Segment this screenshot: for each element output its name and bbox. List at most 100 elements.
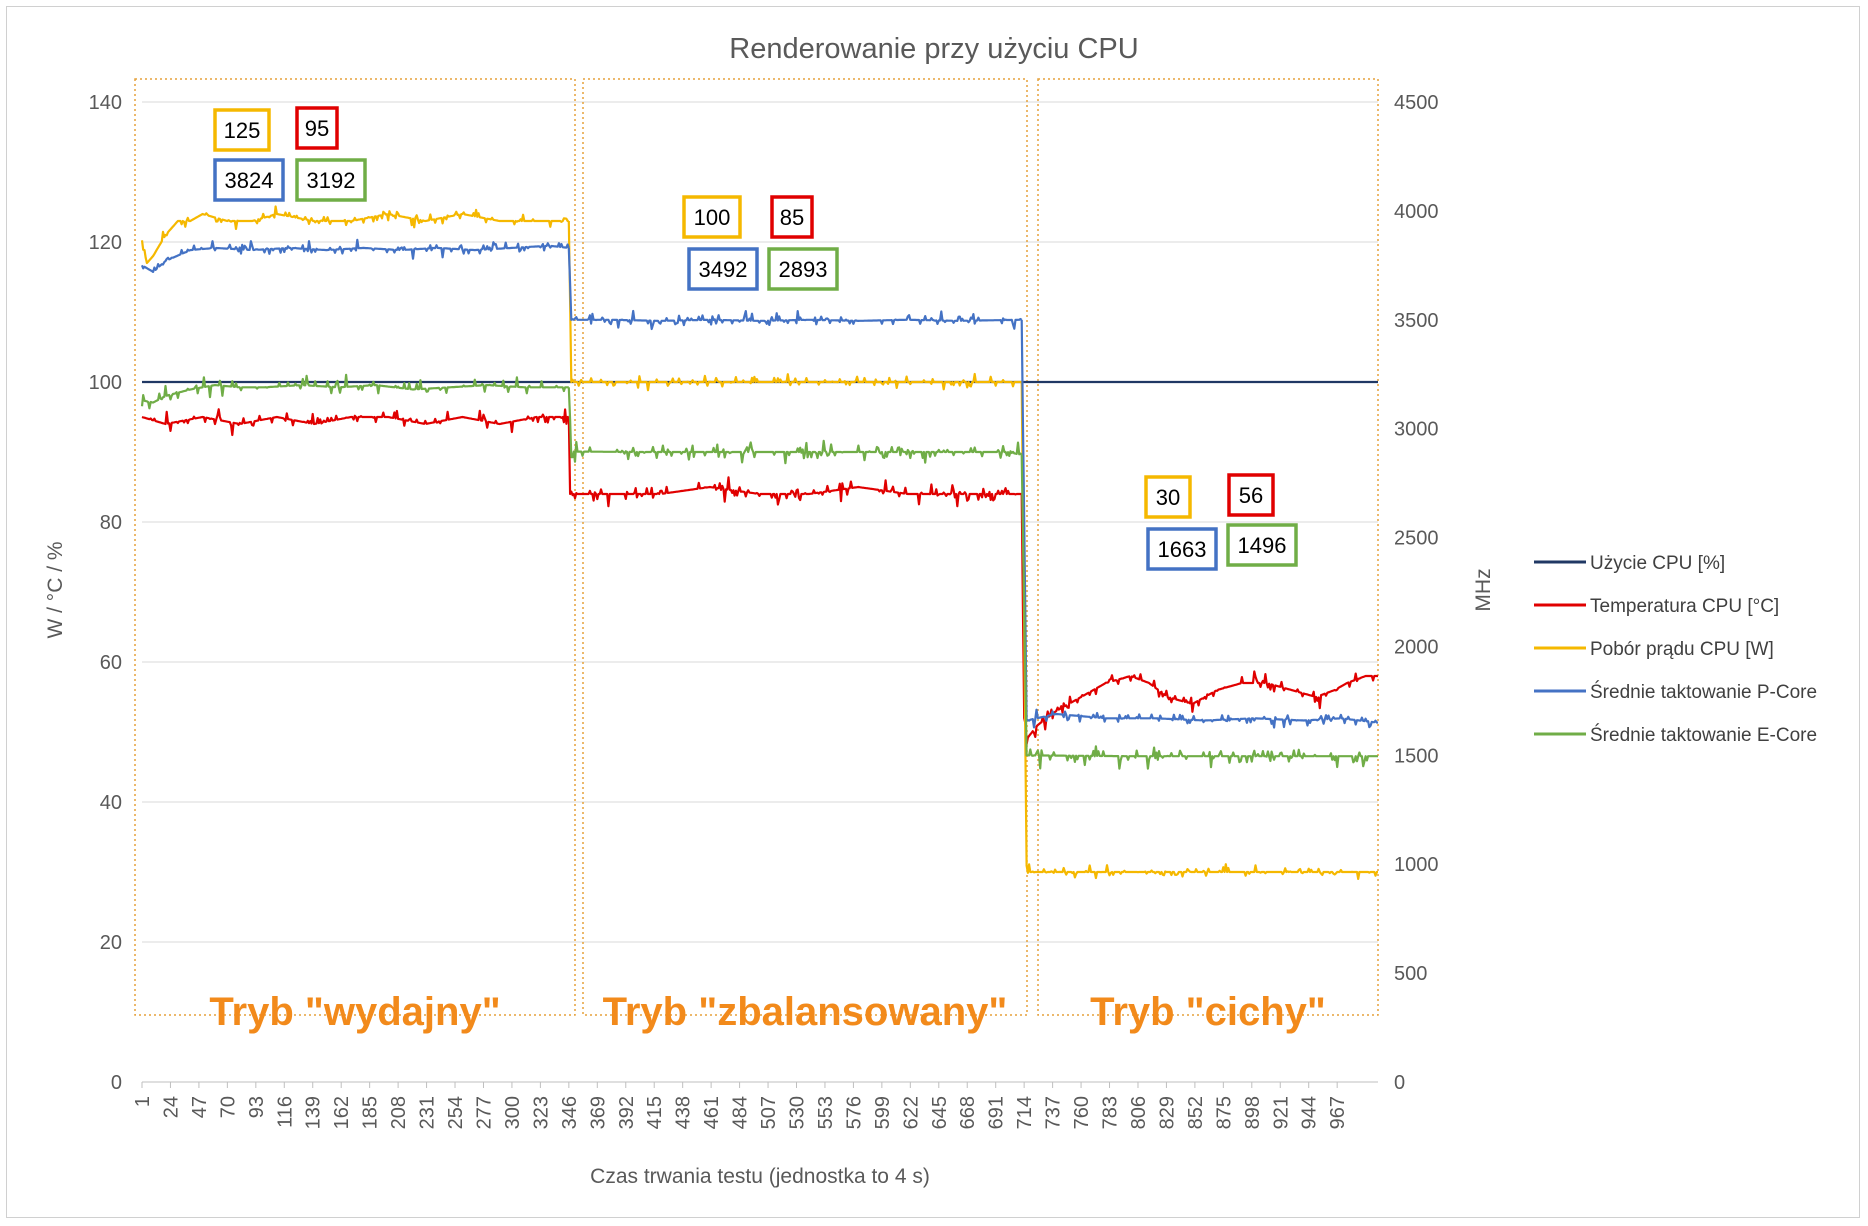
- y-right-tick-label: 4500: [1394, 92, 1439, 114]
- legend: Użycie CPU [%] Temperatura CPU [°C] Pobór …: [1534, 553, 1817, 746]
- x-tick-label: 622: [900, 1096, 922, 1129]
- y-left-tick-label: 80: [100, 512, 122, 534]
- x-tick-label: 438: [673, 1096, 695, 1129]
- y-right-tick-label: 1500: [1394, 745, 1439, 767]
- x-tick-label: 806: [1128, 1096, 1150, 1129]
- value-box-text: 125: [224, 118, 261, 143]
- y-right-tick-label: 3000: [1394, 419, 1439, 441]
- mode-label: Tryb "wydajny": [209, 990, 500, 1034]
- x-tick-label: 1: [132, 1096, 154, 1107]
- series-lines: [140, 205, 1379, 881]
- value-box-text: 30: [1156, 485, 1180, 510]
- x-tick-label: 898: [1242, 1096, 1264, 1129]
- series-line: [140, 238, 570, 273]
- legend-label: Pobór prądu CPU [W]: [1590, 639, 1774, 660]
- x-tick-label: 530: [786, 1096, 808, 1129]
- x-tick-label: 691: [986, 1096, 1008, 1129]
- x-tick-label: 254: [445, 1096, 467, 1129]
- y-right-tick-label: 0: [1394, 1072, 1405, 1094]
- x-tick-label: 829: [1156, 1096, 1178, 1129]
- x-tick-label: 783: [1100, 1096, 1122, 1129]
- series-line: [1020, 493, 1378, 746]
- value-box-text: 1496: [1238, 533, 1287, 558]
- value-box: [213, 108, 271, 152]
- mode-label: Tryb "cichy": [1090, 990, 1326, 1034]
- legend-label: Średnie taktowanie E-Core: [1590, 724, 1817, 746]
- value-box: [770, 195, 814, 239]
- x-tick-label: 415: [644, 1096, 666, 1129]
- y-axis-left: 0 20 40 60 80 100 120 140: [89, 92, 122, 1094]
- legend-label: Użycie CPU [%]: [1590, 553, 1725, 574]
- y-right-tick-label: 500: [1394, 963, 1427, 985]
- y-axis-right-label: MHz: [1472, 568, 1495, 611]
- x-tick-label: 576: [843, 1096, 865, 1129]
- x-tick-label: 162: [331, 1096, 353, 1129]
- x-tick-label: 737: [1043, 1096, 1065, 1129]
- mode-regions: Tryb "wydajny" 125 95 3824 3192 Tryb "zbalans…: [134, 78, 1379, 1034]
- x-tick-label: 944: [1299, 1096, 1321, 1129]
- x-axis: 1 24 47 70 93 116 139 162 185 208 231 254 277 300 323 3…: [132, 1081, 1378, 1129]
- mode-label: Tryb "zbalansowany": [603, 990, 1008, 1034]
- value-box: [767, 247, 839, 291]
- x-tick-label: 760: [1071, 1096, 1093, 1129]
- series-line: [140, 205, 569, 265]
- y-axis-left-label: W / °C / %: [44, 541, 67, 638]
- x-tick-label: 185: [360, 1096, 382, 1129]
- series-line: [567, 387, 1023, 465]
- chart-title: Renderowanie przy użyciu CPU: [729, 33, 1138, 65]
- y-left-tick-label: 40: [100, 792, 122, 814]
- x-tick-label: 875: [1213, 1096, 1235, 1129]
- value-box: [1227, 473, 1275, 517]
- value-box-text: 2893: [779, 257, 828, 282]
- series-line: [1020, 381, 1378, 881]
- value-box-text: 95: [305, 116, 329, 141]
- x-tick-label: 967: [1327, 1096, 1349, 1129]
- x-tick-label: 645: [929, 1096, 951, 1129]
- x-tick-label: 369: [587, 1096, 609, 1129]
- x-tick-label: 461: [701, 1096, 723, 1129]
- value-box-text: 56: [1239, 483, 1263, 508]
- value-box-text: 85: [780, 205, 804, 230]
- value-box: [295, 158, 367, 202]
- mode-region-border: [1037, 78, 1379, 1016]
- series-line: [140, 373, 569, 410]
- x-tick-label: 921: [1270, 1096, 1292, 1129]
- x-tick-label: 599: [872, 1096, 894, 1129]
- x-axis-label: Czas trwania testu (jednostka to 4 s): [590, 1165, 930, 1188]
- legend-label: Średnie taktowanie P-Core: [1590, 681, 1817, 703]
- y-right-tick-label: 4000: [1394, 201, 1439, 223]
- x-tick-label: 346: [559, 1096, 581, 1129]
- x-tick-label: 507: [758, 1096, 780, 1129]
- series-line: [141, 408, 569, 437]
- x-tick-label: 70: [217, 1096, 239, 1118]
- series-line: [1020, 319, 1379, 729]
- value-box: [1146, 527, 1218, 571]
- x-tick-label: 553: [815, 1096, 837, 1129]
- series-line: [567, 220, 1022, 392]
- x-tick-label: 323: [530, 1096, 552, 1129]
- value-box: [1226, 523, 1298, 567]
- x-tick-label: 208: [388, 1096, 410, 1129]
- value-box: [295, 106, 339, 150]
- y-left-tick-label: 120: [89, 232, 122, 254]
- x-tick-label: 93: [246, 1096, 268, 1118]
- x-tick-label: 484: [730, 1096, 752, 1129]
- y-left-tick-label: 60: [100, 652, 122, 674]
- x-tick-label: 277: [473, 1096, 495, 1129]
- y-right-tick-label: 3500: [1394, 310, 1439, 332]
- y-left-tick-label: 0: [111, 1072, 122, 1094]
- x-tick-label: 231: [417, 1096, 439, 1129]
- series-line: [567, 416, 1022, 508]
- x-tick-label: 139: [303, 1096, 325, 1129]
- value-box: [682, 195, 742, 239]
- value-box: [213, 158, 285, 202]
- value-box-text: 3192: [307, 168, 356, 193]
- y-left-tick-label: 20: [100, 932, 122, 954]
- x-tick-label: 300: [502, 1096, 524, 1129]
- x-tick-label: 714: [1014, 1096, 1036, 1129]
- value-box-text: 3824: [225, 168, 274, 193]
- x-tick-label: 24: [160, 1096, 182, 1118]
- x-tick-label: 116: [274, 1096, 296, 1128]
- legend-label: Temperatura CPU [°C]: [1590, 596, 1779, 617]
- value-box: [687, 247, 759, 291]
